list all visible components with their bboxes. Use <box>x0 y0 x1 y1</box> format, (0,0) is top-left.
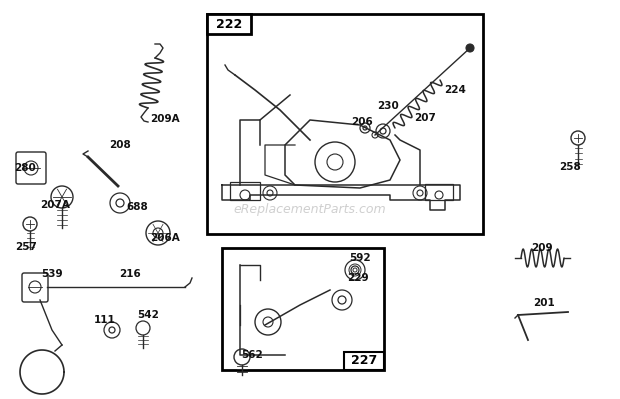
Text: 258: 258 <box>559 162 581 172</box>
Text: 201: 201 <box>533 298 555 308</box>
Text: 227: 227 <box>351 354 377 367</box>
Text: 229: 229 <box>347 273 369 283</box>
Text: 592: 592 <box>349 253 371 263</box>
Text: 562: 562 <box>241 350 263 360</box>
Text: 224: 224 <box>444 85 466 95</box>
Circle shape <box>466 44 474 52</box>
Text: eReplacementParts.com: eReplacementParts.com <box>234 203 386 217</box>
Text: 539: 539 <box>41 269 63 279</box>
Text: 230: 230 <box>377 101 399 111</box>
Text: 206: 206 <box>351 117 373 127</box>
Text: 111: 111 <box>94 315 116 325</box>
Text: 209: 209 <box>531 243 553 253</box>
Text: 280: 280 <box>14 163 36 173</box>
Text: 257: 257 <box>15 242 37 252</box>
Text: 216: 216 <box>119 269 141 279</box>
Bar <box>207 14 251 34</box>
Bar <box>207 14 483 234</box>
Text: 688: 688 <box>126 202 148 212</box>
Text: 209A: 209A <box>150 114 180 124</box>
Bar <box>230 182 260 200</box>
Bar <box>344 352 384 370</box>
Text: 206A: 206A <box>150 233 180 243</box>
Text: 207A: 207A <box>40 200 70 210</box>
Bar <box>222 248 384 370</box>
Bar <box>425 184 453 200</box>
Text: 542: 542 <box>137 310 159 320</box>
Text: 208: 208 <box>109 140 131 150</box>
Text: 222: 222 <box>216 18 242 30</box>
Text: 207: 207 <box>414 113 436 123</box>
